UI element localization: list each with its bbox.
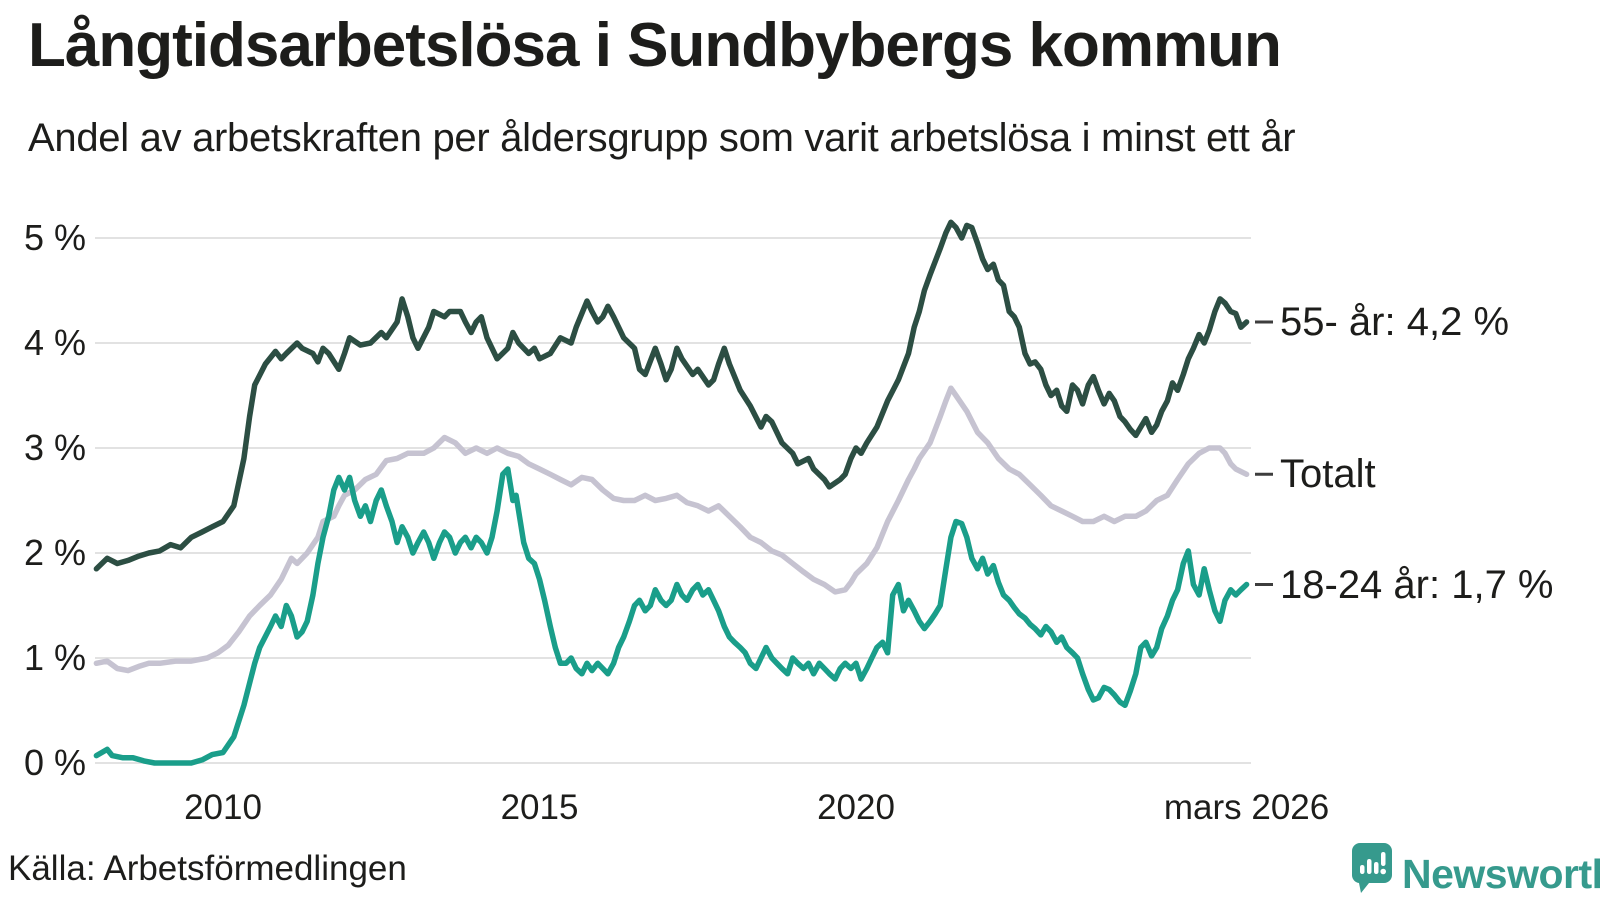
y-axis-tick-2pct: 2 %: [23, 532, 86, 573]
x-axis-tick-2015: 2015: [500, 788, 579, 827]
y-axis-tick-0pct: 0 %: [23, 742, 86, 783]
x-axis-tick-mars-2026: mars 2026: [1163, 788, 1330, 827]
y-axis-tick-5pct: 5 %: [23, 217, 86, 258]
newsworthy-wordmark: Newsworthy: [1402, 851, 1600, 897]
newsworthy-bar-chart-bubble-icon: [1352, 843, 1392, 893]
y-axis-tick-3pct: 3 %: [23, 427, 86, 468]
newsworthy-brand: Newsworthy: [1352, 843, 1600, 897]
chart-subtitle: Andel av arbetskraften per åldersgrupp s…: [28, 116, 1296, 160]
y-axis-tick-1pct: 1 %: [23, 637, 86, 678]
series-line-Totalt: [93, 385, 1250, 674]
series-line-55-r: [93, 219, 1250, 572]
series-line-18-24-r: [93, 466, 1250, 766]
series-end-label-Totalt: Totalt: [1280, 452, 1376, 497]
source-note: Källa: Arbetsförmedlingen: [8, 849, 407, 888]
x-axis-tick-2010: 2010: [184, 788, 262, 827]
x-axis-tick-2020: 2020: [817, 788, 895, 827]
y-axis-tick-4pct: 4 %: [23, 322, 86, 363]
series-end-label-55-r: 55- år: 4,2 %: [1280, 300, 1510, 344]
page-title: Långtidsarbetslösa i Sundbybergs kommun: [28, 11, 1282, 80]
series-end-label-18-24-r: 18-24 år: 1,7 %: [1280, 562, 1554, 607]
